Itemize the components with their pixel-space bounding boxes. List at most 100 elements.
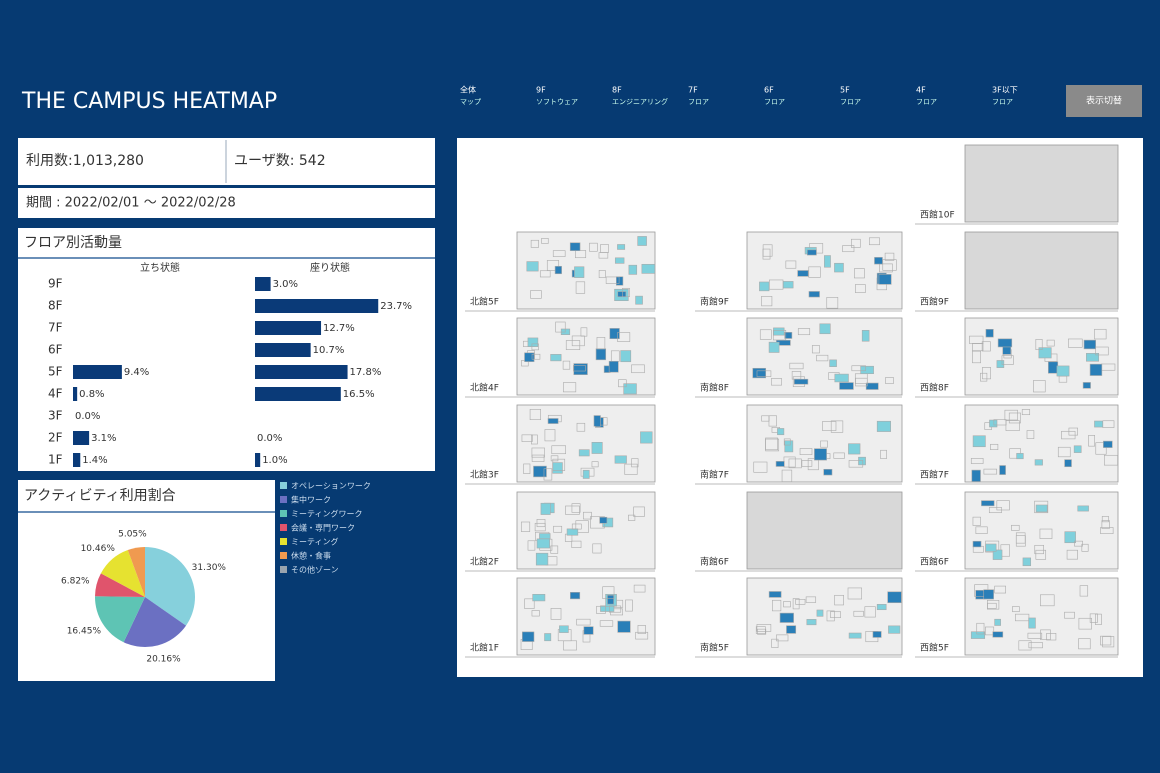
map-cell xyxy=(533,465,547,478)
nav-label[interactable]: 5F xyxy=(840,86,850,95)
map-cell xyxy=(888,625,901,634)
map-cell xyxy=(1086,353,1100,362)
floor-map[interactable] xyxy=(746,491,903,570)
map-cell xyxy=(1048,361,1059,374)
map-cell xyxy=(882,259,897,271)
legend-swatch xyxy=(280,552,287,559)
map-cell xyxy=(808,266,821,278)
nav-sub[interactable]: フロア xyxy=(688,98,709,106)
map-cell xyxy=(529,409,541,421)
nav-sub[interactable]: フロア xyxy=(764,98,785,106)
floor-label: 4F xyxy=(48,387,63,401)
nav-sub[interactable]: エンジニアリング xyxy=(612,97,668,106)
map-cell xyxy=(1061,430,1076,440)
map-cell xyxy=(822,421,837,431)
map-cell xyxy=(1078,638,1091,650)
slice-label: 31.30% xyxy=(192,563,227,573)
legend-label: 休憩・食事 xyxy=(291,551,331,561)
map-cell xyxy=(1005,420,1020,431)
floor-map[interactable] xyxy=(964,231,1119,310)
map-cell xyxy=(860,365,874,375)
map-cell xyxy=(990,443,999,450)
map-cell xyxy=(640,431,653,444)
slice-label: 6.82% xyxy=(61,576,90,586)
map-cell xyxy=(1027,632,1043,639)
slice-label: 5.05% xyxy=(118,529,147,539)
floor-map[interactable] xyxy=(746,577,903,656)
nav-label[interactable]: 4F xyxy=(916,86,926,95)
map-cell xyxy=(1103,440,1113,448)
map-cell xyxy=(600,605,615,612)
nav-label[interactable]: 6F xyxy=(764,86,774,95)
nav-sub[interactable]: フロア xyxy=(840,98,861,106)
map-cell xyxy=(1028,617,1036,629)
nav-sub[interactable]: マップ xyxy=(460,98,481,106)
bar xyxy=(255,365,348,379)
map-cell xyxy=(591,461,599,468)
map-cell xyxy=(531,447,545,458)
floor-map[interactable] xyxy=(746,231,903,310)
nav-label[interactable]: 7F xyxy=(688,86,698,95)
map-label: 南館9F xyxy=(700,296,729,308)
map-cell xyxy=(980,372,988,382)
pie-slice xyxy=(100,550,145,597)
map-cell xyxy=(1001,355,1014,365)
nav-label[interactable]: 全体 xyxy=(460,85,476,95)
nav-label[interactable]: 9F xyxy=(536,86,546,95)
legend-swatch xyxy=(280,538,287,545)
nav-sub[interactable]: フロア xyxy=(916,98,937,106)
map-cell xyxy=(884,252,895,261)
map-cell xyxy=(851,365,866,372)
toggle-button[interactable] xyxy=(1066,85,1142,117)
legend-swatch xyxy=(280,496,287,503)
nav-label[interactable]: 8F xyxy=(612,86,622,95)
floor-map[interactable] xyxy=(964,144,1119,223)
map-cell xyxy=(816,609,824,617)
map-cell xyxy=(771,378,782,386)
map-cell xyxy=(759,281,770,292)
floor-label: 5F xyxy=(48,365,63,379)
map-cell xyxy=(1083,339,1096,350)
map-cell xyxy=(571,335,585,347)
map-cell xyxy=(985,626,995,636)
map-cell xyxy=(628,264,638,275)
map-cell xyxy=(524,598,535,609)
map-cell xyxy=(526,261,539,272)
legend-swatch xyxy=(280,524,287,531)
map-cell xyxy=(1034,500,1049,514)
map-cell xyxy=(851,238,861,248)
floor-map[interactable] xyxy=(964,404,1119,483)
map-cell xyxy=(1100,527,1114,534)
map-cell xyxy=(575,520,589,533)
map-cell xyxy=(635,295,643,305)
map-cell xyxy=(625,599,633,612)
slice-label: 20.16% xyxy=(146,654,181,664)
floor-label: 1F xyxy=(48,453,63,467)
map-cell xyxy=(552,250,566,257)
app-title: THE CAMPUS HEATMAP xyxy=(21,89,277,114)
map-cell xyxy=(1101,516,1109,523)
map-cell xyxy=(540,502,551,515)
map-cell xyxy=(599,516,608,524)
map-cell xyxy=(757,628,767,635)
button-label[interactable]: 表示切替 xyxy=(1086,95,1122,107)
map-cell xyxy=(536,538,551,549)
map-cell xyxy=(591,442,603,454)
map-cell xyxy=(771,638,779,648)
map-cell xyxy=(617,332,631,342)
bar xyxy=(255,299,379,313)
nav-label[interactable]: 3F以下 xyxy=(992,86,1018,95)
map-cell xyxy=(872,631,882,638)
map-cell xyxy=(1103,454,1118,466)
map-cell xyxy=(633,506,645,517)
map-cell xyxy=(1008,412,1021,424)
map-cell xyxy=(535,552,549,566)
map-cell xyxy=(820,440,828,448)
map-cell xyxy=(1073,445,1082,453)
map-cell xyxy=(772,599,782,612)
map-cell xyxy=(523,463,531,474)
map-cell xyxy=(865,382,879,390)
nav-sub[interactable]: フロア xyxy=(992,98,1013,106)
map-cell xyxy=(569,242,581,251)
nav-sub[interactable]: ソフトウェア xyxy=(536,98,578,106)
